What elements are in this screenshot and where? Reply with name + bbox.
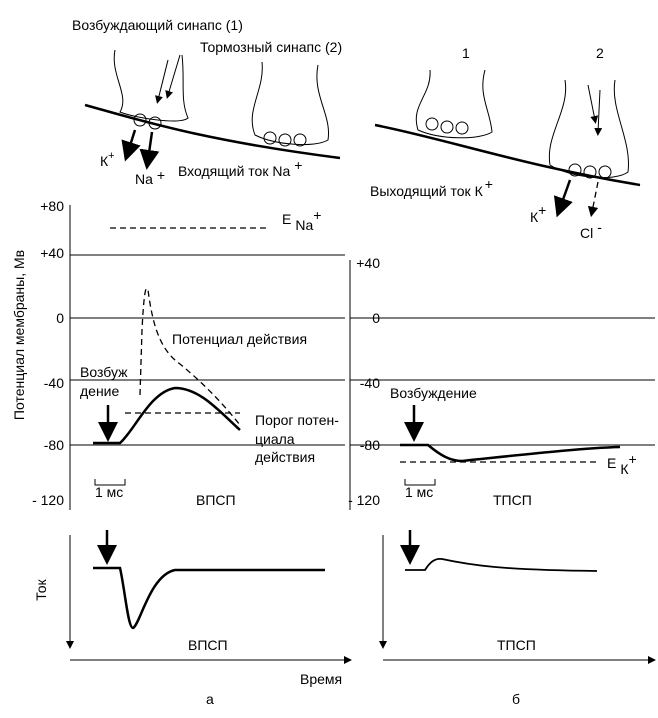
- label: Возбуждение: [390, 385, 477, 401]
- tick-label: - 120: [32, 492, 64, 508]
- tick-label: +40: [356, 255, 380, 271]
- tick-label: -80: [44, 437, 64, 453]
- label: Потенциал действия: [172, 331, 307, 347]
- panel-label: а: [206, 691, 214, 707]
- tick-label: -80: [360, 437, 380, 453]
- label: Порог потен-: [255, 412, 339, 428]
- label: 2: [596, 45, 604, 61]
- label: Возбуждающий синапс (1): [72, 17, 243, 33]
- synapse-drawing: [84, 49, 641, 218]
- label: ВПСП: [188, 637, 228, 653]
- label: Выходящий ток К +: [370, 176, 493, 199]
- y-axis-label: Потенциал мембраны, Мв: [11, 250, 27, 420]
- tick-label: +80: [40, 198, 64, 214]
- label: Возбуж: [80, 364, 128, 380]
- label: Тормозный синапс (2): [200, 39, 342, 55]
- tick-label: -40: [360, 375, 380, 391]
- tick-label: +40: [40, 245, 64, 261]
- potential-axes: [69, 205, 655, 510]
- label: ТПСП: [493, 492, 532, 508]
- label: 1: [462, 45, 470, 61]
- scale-label: 1 мс: [95, 484, 123, 500]
- label: Е К+: [607, 451, 637, 477]
- scale-label: 1 мс: [405, 484, 433, 500]
- traces: [93, 227, 621, 486]
- panel-label: б: [512, 691, 520, 707]
- tick-label: -40: [44, 375, 64, 391]
- x-axis-label: Время: [300, 671, 342, 687]
- label: ТПСП: [497, 637, 536, 653]
- ion-label: К+: [530, 202, 546, 225]
- tick-label: 0: [56, 310, 64, 326]
- ion-label: Cl -: [580, 219, 602, 241]
- label: действия: [255, 449, 315, 465]
- label: дение: [80, 383, 120, 399]
- label: ВПСП: [196, 492, 236, 508]
- y-axis-label: Ток: [33, 578, 49, 600]
- label: Входящий ток Na +: [178, 157, 302, 179]
- current-axes: [66, 530, 656, 664]
- label: циала: [255, 431, 295, 447]
- ion-label: К+: [100, 150, 115, 169]
- label: E Na+: [282, 207, 321, 233]
- tick-label: 0: [372, 310, 380, 326]
- tick-label: - 120: [348, 492, 380, 508]
- ion-label: Na +: [135, 167, 165, 187]
